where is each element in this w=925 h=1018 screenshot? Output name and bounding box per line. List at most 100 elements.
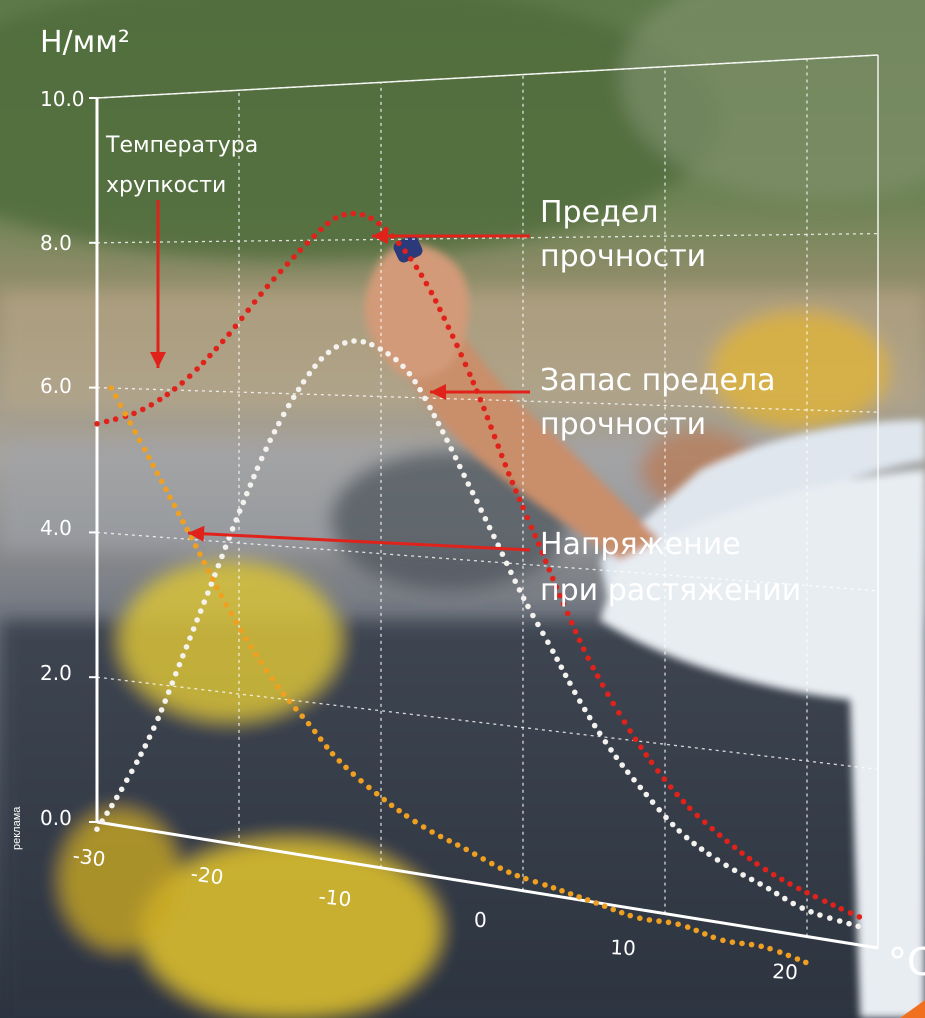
series-point <box>423 280 430 287</box>
series-point <box>613 754 620 761</box>
series-point <box>312 728 318 735</box>
series-point <box>795 885 802 892</box>
series-point <box>610 906 616 913</box>
series-point <box>239 315 245 322</box>
series-point <box>804 889 810 896</box>
series-point <box>610 700 617 707</box>
grid-line-horizontal <box>96 676 879 771</box>
series-point <box>437 833 444 840</box>
series-point <box>402 248 408 254</box>
series-point <box>197 551 203 557</box>
series-point <box>667 784 674 790</box>
series-point <box>663 814 669 821</box>
series-point <box>714 857 721 863</box>
series-point <box>572 689 578 696</box>
series-point <box>676 828 682 834</box>
series-point <box>576 894 582 900</box>
series-point <box>233 619 239 625</box>
series-point <box>440 429 446 435</box>
series-point <box>481 405 487 412</box>
series-point <box>271 276 277 282</box>
arrow-brittle-head <box>150 352 166 368</box>
series-point <box>808 909 814 915</box>
series-point <box>248 644 254 650</box>
y-tick-label: 10.0 <box>40 87 85 111</box>
series-point <box>585 655 591 661</box>
series-point <box>214 584 220 591</box>
series-point <box>342 340 348 346</box>
series-point <box>435 420 442 427</box>
series-point <box>124 777 130 783</box>
series-point <box>669 821 676 828</box>
series-point <box>122 411 128 417</box>
series-point <box>157 396 163 403</box>
series-point <box>773 890 780 897</box>
annotation-arrows <box>150 200 531 552</box>
series-point <box>400 363 406 370</box>
series-point <box>584 897 591 903</box>
series-point <box>413 264 420 271</box>
series-point <box>729 939 736 945</box>
series-point <box>441 315 448 322</box>
plot-border-top <box>96 54 879 99</box>
series-point <box>305 720 312 727</box>
series-point <box>341 211 347 218</box>
series-point <box>134 759 140 765</box>
series-point <box>396 240 402 247</box>
series-point <box>233 517 239 523</box>
series-point <box>131 410 137 417</box>
series-point <box>138 751 144 757</box>
series-point <box>827 915 833 921</box>
series-point <box>108 385 114 391</box>
series-point <box>469 489 476 496</box>
series-point <box>474 498 480 505</box>
series-point <box>648 759 655 766</box>
series-point <box>637 915 643 921</box>
y-tick-label: 2.0 <box>40 661 72 685</box>
series-point <box>284 261 291 267</box>
series-point <box>855 923 861 930</box>
series-point <box>197 608 204 614</box>
series-point <box>291 254 297 260</box>
series-point <box>253 651 259 658</box>
series-point <box>194 366 200 372</box>
series-point <box>446 838 453 844</box>
series-point <box>343 764 349 771</box>
series-point <box>754 861 760 867</box>
series-point <box>643 791 650 798</box>
series-point <box>187 635 193 641</box>
series-point <box>151 725 157 731</box>
series-point <box>336 758 343 764</box>
series-point <box>232 323 239 330</box>
series-point <box>812 893 819 900</box>
series-point <box>368 215 374 221</box>
series-point <box>465 481 472 487</box>
series-point <box>576 637 583 644</box>
series-point <box>514 872 521 879</box>
series-point <box>271 429 278 435</box>
y-tick-label: 4.0 <box>40 516 72 540</box>
series-point <box>207 352 213 359</box>
strength-label-line1: Предел <box>540 195 658 230</box>
series-point <box>280 411 287 418</box>
series-point <box>219 338 226 345</box>
series-point <box>180 653 186 659</box>
series-point <box>251 473 257 480</box>
series-point <box>577 698 583 704</box>
series-point <box>830 902 836 908</box>
series-point <box>643 752 649 758</box>
y-tick-label: 0.0 <box>40 806 72 830</box>
series-point <box>777 949 783 955</box>
series-point <box>190 626 197 632</box>
series-point <box>323 744 330 750</box>
series-point <box>201 559 207 566</box>
series-point <box>243 636 249 642</box>
series-point <box>723 862 729 869</box>
series-point <box>412 378 418 385</box>
series-point <box>167 494 173 501</box>
chart-series <box>94 210 863 966</box>
series-point <box>212 572 218 578</box>
series-point <box>154 470 161 477</box>
series-point <box>787 881 793 887</box>
series-point <box>223 601 229 608</box>
